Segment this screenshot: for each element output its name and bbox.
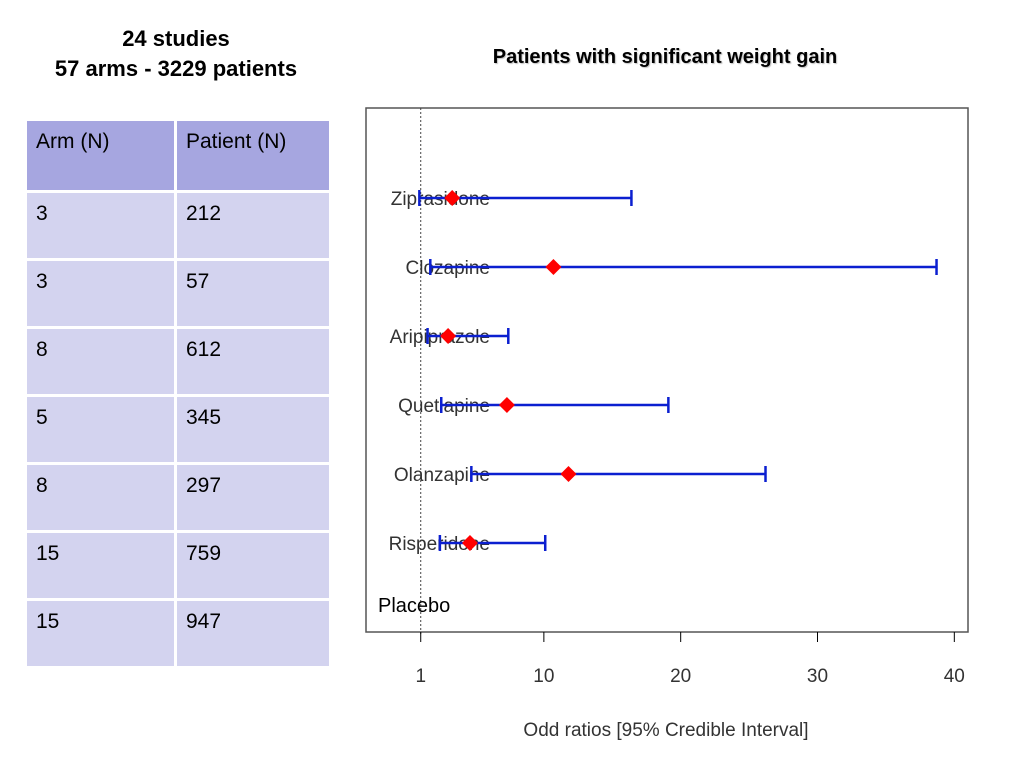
estimate-marker xyxy=(498,397,515,413)
x-tick-label: 40 xyxy=(944,666,965,687)
table-row: 15 759 xyxy=(24,530,332,601)
patient-cell: 57 xyxy=(174,258,332,329)
x-axis-label: Odd ratios [95% Credible Interval] xyxy=(523,720,808,741)
table-row: 3 212 xyxy=(24,190,332,261)
x-tick-label: 1 xyxy=(415,666,426,687)
arm-cell: 15 xyxy=(24,598,177,669)
table-row: 8 612 xyxy=(24,326,332,397)
x-tick-label: 20 xyxy=(670,666,691,687)
arm-cell: 5 xyxy=(24,394,177,465)
study-summary: 24 studies 57 arms - 3229 patients xyxy=(20,24,332,84)
arm-cell: 3 xyxy=(24,258,177,329)
plot-frame xyxy=(365,107,969,633)
table-row: 8 297 xyxy=(24,462,332,533)
estimate-marker xyxy=(560,466,577,482)
arm-cell: 15 xyxy=(24,530,177,601)
table-row: 5 345 xyxy=(24,394,332,465)
table-header-row: Arm (N) Patient (N) xyxy=(24,118,332,193)
arm-cell: 8 xyxy=(24,462,177,533)
header-arm: Arm (N) xyxy=(24,118,177,193)
row-label: Olanzapine xyxy=(394,465,490,486)
study-count: 24 studies xyxy=(122,26,230,51)
x-tick-label: 10 xyxy=(533,666,554,687)
table-row: 15 947 xyxy=(24,598,332,669)
header-patient: Patient (N) xyxy=(174,118,332,193)
table-row: 3 57 xyxy=(24,258,332,329)
arm-cell: 3 xyxy=(24,190,177,261)
row-label: Clozapine xyxy=(406,258,491,279)
estimate-marker xyxy=(444,190,461,206)
patient-cell: 947 xyxy=(174,598,332,669)
placebo-label: Placebo xyxy=(378,595,450,617)
estimate-marker xyxy=(461,535,478,551)
patient-cell: 612 xyxy=(174,326,332,397)
x-tick-label: 30 xyxy=(807,666,828,687)
arms-table: Arm (N) Patient (N) 3 212 3 57 8 612 5 3… xyxy=(24,118,332,669)
arm-cell: 8 xyxy=(24,326,177,397)
patient-cell: 297 xyxy=(174,462,332,533)
arms-patients-count: 57 arms - 3229 patients xyxy=(54,56,298,81)
patient-cell: 345 xyxy=(174,394,332,465)
estimate-marker xyxy=(440,328,457,344)
estimate-marker xyxy=(545,259,562,275)
chart-title: Patients with significant weight gain xyxy=(492,46,838,68)
patient-cell: 759 xyxy=(174,530,332,601)
row-label: Aripiprazole xyxy=(390,327,490,348)
row-label: Quetiapine xyxy=(398,396,490,417)
patient-cell: 212 xyxy=(174,190,332,261)
row-label: Ziprasidone xyxy=(391,189,490,210)
